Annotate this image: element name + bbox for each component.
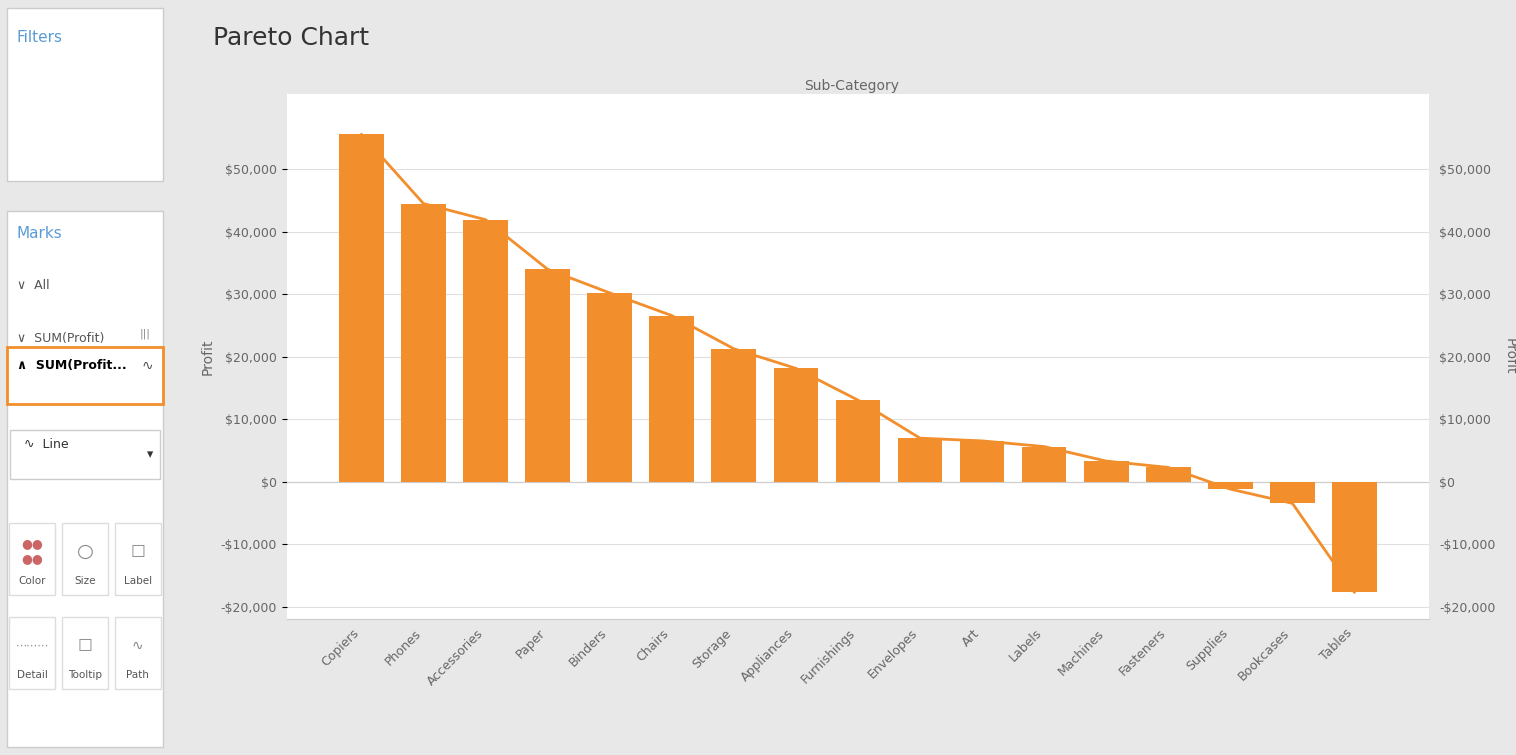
Bar bbox=[115, 618, 161, 689]
Bar bbox=[6, 8, 164, 181]
Text: ☐: ☐ bbox=[77, 637, 92, 655]
Bar bbox=[464, 220, 508, 482]
Bar bbox=[1208, 482, 1252, 489]
Text: Label: Label bbox=[124, 575, 152, 586]
Bar bbox=[1333, 482, 1377, 593]
Bar bbox=[587, 293, 632, 482]
Text: ☐: ☐ bbox=[130, 543, 146, 560]
Bar bbox=[525, 270, 570, 482]
Text: Path: Path bbox=[126, 670, 149, 680]
Bar bbox=[897, 438, 943, 482]
Bar bbox=[62, 618, 108, 689]
Text: ∨  All: ∨ All bbox=[17, 279, 50, 292]
Bar bbox=[1146, 467, 1190, 482]
Bar bbox=[773, 368, 819, 482]
Text: Tooltip: Tooltip bbox=[68, 670, 102, 680]
Text: ●●
●●: ●● ●● bbox=[21, 538, 42, 565]
Bar bbox=[1022, 446, 1066, 482]
Text: Sub-Category: Sub-Category bbox=[803, 79, 899, 94]
Bar bbox=[9, 618, 55, 689]
Bar bbox=[6, 347, 164, 404]
Bar bbox=[115, 522, 161, 595]
Y-axis label: Profit: Profit bbox=[1502, 338, 1516, 375]
Text: Detail: Detail bbox=[17, 670, 47, 680]
Text: ∿: ∿ bbox=[141, 359, 153, 373]
Text: Pareto Chart: Pareto Chart bbox=[214, 26, 370, 51]
Bar bbox=[402, 204, 446, 482]
Text: ▾: ▾ bbox=[147, 448, 153, 461]
Text: Size: Size bbox=[74, 575, 96, 586]
Bar bbox=[11, 430, 159, 479]
Text: |||: ||| bbox=[139, 328, 150, 339]
Bar bbox=[62, 522, 108, 595]
Text: Marks: Marks bbox=[17, 226, 62, 242]
Bar bbox=[711, 349, 756, 482]
Text: ∿: ∿ bbox=[132, 639, 144, 653]
Text: Filters: Filters bbox=[17, 30, 64, 45]
Bar bbox=[340, 134, 384, 482]
Text: ∿  Line: ∿ Line bbox=[24, 438, 68, 451]
Text: Color: Color bbox=[18, 575, 45, 586]
Bar bbox=[835, 400, 881, 482]
Bar bbox=[9, 522, 55, 595]
Bar bbox=[6, 211, 164, 747]
Y-axis label: Profit: Profit bbox=[200, 338, 215, 375]
Text: ○: ○ bbox=[76, 542, 94, 561]
Text: ⋯⋯⋯: ⋯⋯⋯ bbox=[15, 641, 49, 651]
Bar bbox=[649, 316, 694, 482]
Text: ∧  SUM(Profit...: ∧ SUM(Profit... bbox=[17, 359, 127, 371]
Bar bbox=[1270, 482, 1314, 504]
Text: ∨  SUM(Profit): ∨ SUM(Profit) bbox=[17, 332, 105, 345]
Bar bbox=[960, 441, 1005, 482]
Bar bbox=[1084, 461, 1128, 482]
